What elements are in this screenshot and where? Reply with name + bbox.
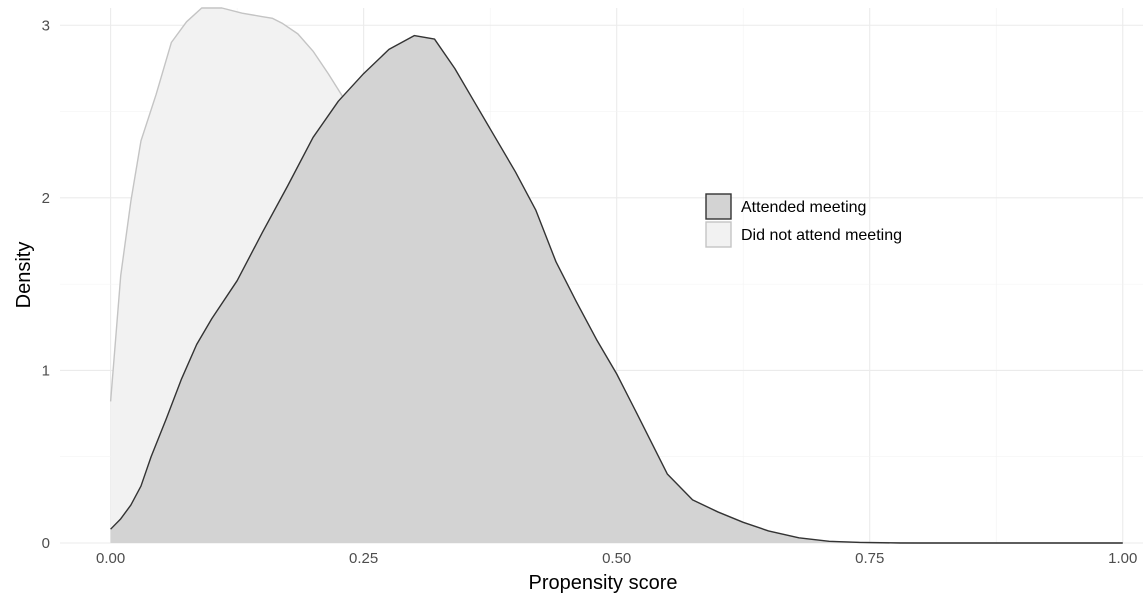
y-tick-label: 0	[42, 535, 50, 552]
x-tick-label: 1.00	[1108, 550, 1137, 567]
legend: Attended meeting Did not attend meeting	[705, 193, 902, 248]
x-axis-ticks: 0.00 0.25 0.50 0.75 1.00	[96, 550, 1137, 567]
y-tick-label: 1	[42, 362, 50, 379]
y-tick-label: 2	[42, 190, 50, 207]
legend-label: Attended meeting	[741, 199, 866, 216]
y-axis-title: Density	[13, 242, 35, 309]
legend-key	[705, 193, 732, 220]
x-tick-label: 0.25	[349, 550, 378, 567]
density-areas	[109, 7, 1123, 544]
x-tick-label: 0.00	[96, 550, 125, 567]
density-line-series-2	[110, 34, 1123, 544]
y-tick-label: 3	[42, 17, 50, 34]
y-axis-ticks: 0 1 2 3	[42, 17, 50, 552]
legend-key	[705, 221, 732, 248]
legend-label: Did not attend meeting	[741, 227, 902, 244]
density-area-series-2	[110, 35, 1123, 544]
x-tick-label: 0.75	[855, 550, 884, 567]
x-axis-title: Propensity score	[529, 572, 678, 594]
x-tick-label: 0.50	[602, 550, 631, 567]
